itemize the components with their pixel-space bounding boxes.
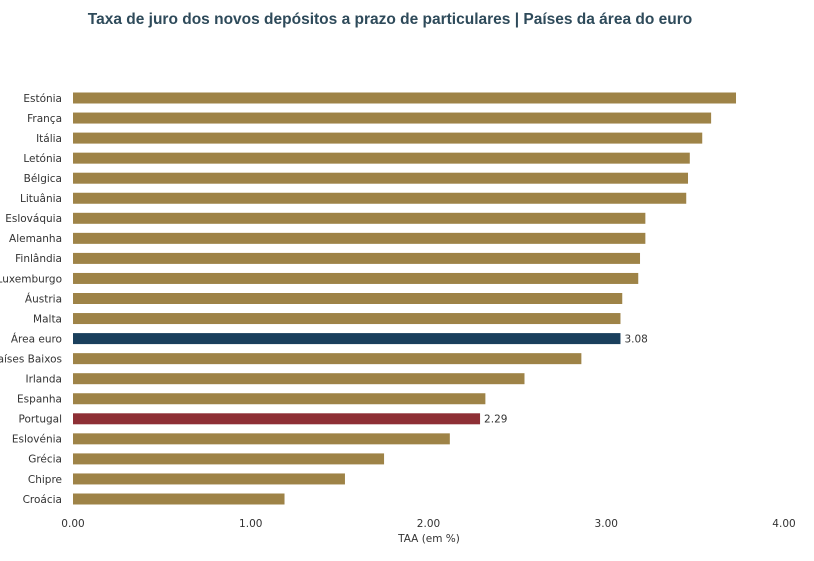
bar-franca [73,112,712,124]
category-label-area-euro: Área euro [11,332,62,345]
category-labels: Estónia França Itália Letónia Bélgica Lituâni… [0,93,62,506]
category-label-austria: Áustria [25,292,62,305]
category-label-estonia: Estónia [23,93,62,105]
bar-austria [73,293,623,304]
category-label-eslovenia: Eslovénia [12,434,62,446]
category-label-chipre: Chipre [28,474,62,486]
category-label-italia: Itália [36,133,62,145]
category-label-letonia: Letónia [23,153,62,165]
x-axis-ticks: 0.00 1.00 2.00 3.00 4.00 [61,518,795,530]
bars-group [73,92,737,505]
category-label-espanha: Espanha [17,394,62,406]
bar-croacia [73,493,285,505]
data-label-portugal: 2.29 [484,414,507,426]
bar-portugal [73,413,481,425]
bar-estonia [73,92,737,104]
bar-espanha [73,393,486,405]
category-label-portugal: Portugal [19,414,63,426]
category-label-luxemburgo: Luxemburgo [0,273,62,285]
x-tick-label: 4.00 [772,518,795,530]
bar-eslovenia [73,433,450,445]
bar-finlandia [73,252,641,264]
category-label-irlanda: Irlanda [25,374,62,386]
category-label-grecia: Grécia [28,454,62,466]
category-label-franca: França [27,113,62,125]
category-label-lituania: Lituânia [20,193,62,205]
bar-belgica [73,172,689,184]
x-tick-label: 3.00 [595,518,618,530]
category-label-malta: Malta [33,313,62,325]
x-tick-label: 0.00 [61,518,84,530]
category-label-finlandia: Finlândia [15,253,62,265]
bar-lituania [73,192,687,204]
category-label-croacia: Croácia [23,494,62,506]
bar-letonia [73,152,690,164]
bar-chipre [73,473,345,485]
bar-italia [73,132,703,144]
bar-eslovaquia [73,212,646,224]
bar-area-euro [73,333,621,345]
bar-malta [73,313,621,325]
category-label-eslovaquia: Eslováquia [5,213,62,225]
data-labels: 3.08 2.29 [484,333,648,425]
category-label-paises-baixos: Países Baixos [0,353,62,365]
bar-irlanda [73,373,525,385]
bar-paises-baixos [73,353,582,365]
x-tick-label: 2.00 [417,518,440,530]
bar-grecia [73,453,385,465]
category-label-alemanha: Alemanha [9,233,62,245]
chart-title: Taxa de juro dos novos depósitos a prazo… [87,11,693,28]
bar-alemanha [73,232,646,244]
data-label-area-euro: 3.08 [624,333,647,345]
x-tick-label: 1.00 [239,518,262,530]
category-label-belgica: Bélgica [24,173,62,185]
x-axis-title: TAA (em %) [397,533,460,545]
bar-luxemburgo [73,272,639,284]
